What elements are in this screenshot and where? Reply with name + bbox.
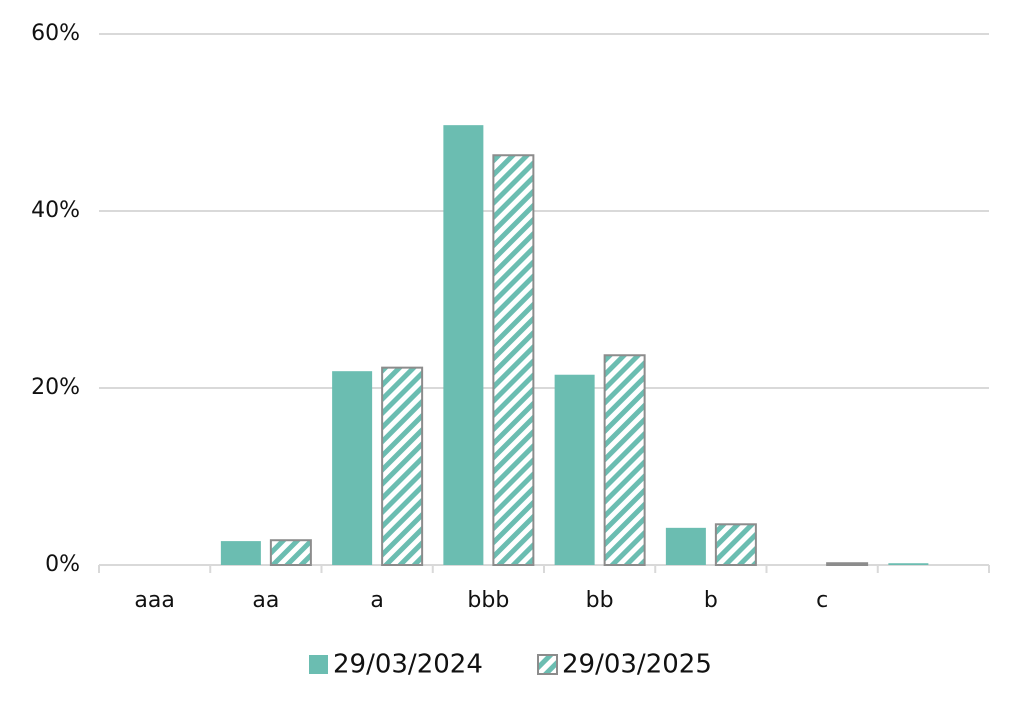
- y-tick-label: 0%: [45, 552, 80, 577]
- bar: [665, 527, 706, 565]
- bar: [826, 562, 869, 566]
- bar: [332, 371, 373, 565]
- legend-swatch: [309, 655, 328, 674]
- y-tick-label: 20%: [31, 375, 80, 400]
- legend-label: 29/03/2025: [562, 650, 712, 680]
- legend-swatch: [537, 654, 558, 675]
- bar: [492, 154, 535, 566]
- bar: [554, 374, 595, 565]
- x-tick-label: bbb: [467, 588, 509, 613]
- bar: [381, 366, 424, 566]
- x-tick-label: b: [704, 588, 718, 613]
- x-tick-label: a: [370, 588, 383, 613]
- x-tick-label: aa: [252, 588, 279, 613]
- x-tick-label: bb: [586, 588, 614, 613]
- x-tick-label: aaa: [134, 588, 174, 613]
- bar: [269, 539, 312, 566]
- x-tick-label: c: [816, 588, 828, 613]
- bar: [220, 541, 261, 565]
- bar: [714, 523, 757, 566]
- bar: [888, 563, 929, 565]
- bar: [443, 125, 484, 565]
- bar: [603, 354, 646, 566]
- y-tick-label: 60%: [31, 21, 80, 46]
- legend-label: 29/03/2024: [333, 650, 483, 680]
- y-tick-label: 40%: [31, 198, 80, 223]
